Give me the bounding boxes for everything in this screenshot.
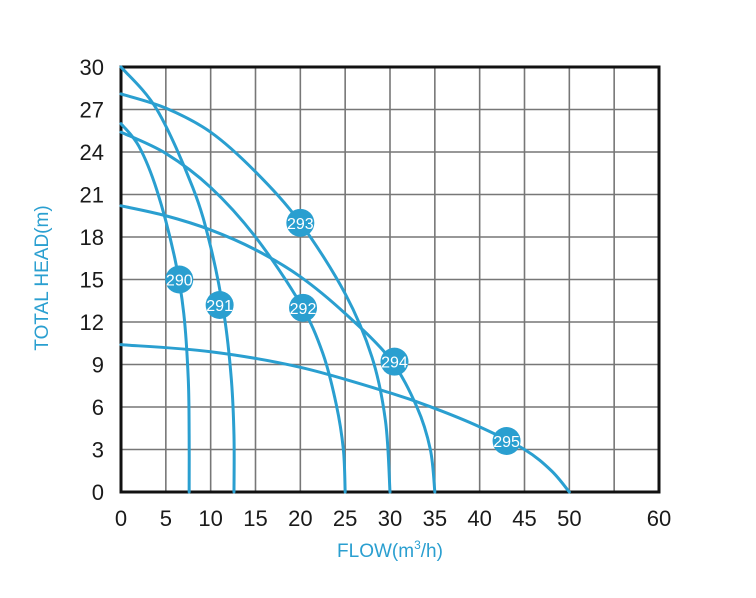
x-tick-label: 20 <box>288 506 312 531</box>
y-tick-label: 3 <box>92 438 104 463</box>
curve-label-291: 291 <box>206 298 233 315</box>
curve-label-295: 295 <box>493 434 520 451</box>
y-tick-label: 27 <box>80 98 104 123</box>
x-tick-label: 30 <box>378 506 402 531</box>
x-tick-label: 5 <box>160 506 172 531</box>
curve-label-badge-291 <box>205 291 234 319</box>
y-tick-label: 6 <box>92 395 104 420</box>
y-tick-label: 15 <box>80 268 104 293</box>
y-tick-label: 12 <box>80 310 104 335</box>
curve-291 <box>119 65 236 494</box>
curve-label-294: 294 <box>381 355 408 372</box>
curve-label-290: 290 <box>166 273 193 290</box>
curve-label-badge-293 <box>286 208 315 237</box>
y-tick-label: 21 <box>80 183 104 208</box>
x-axis-label: FLOW(m3/h) <box>337 538 443 562</box>
curve-labels: 290 291 292 293 294 295 <box>165 208 521 455</box>
curve-label-badge-294 <box>380 347 409 376</box>
grid <box>120 66 660 493</box>
x-tick-label: 60 <box>647 506 671 531</box>
curve-label-badge-290 <box>165 265 194 294</box>
curve-295 <box>119 343 571 494</box>
x-tick-label: 15 <box>243 506 267 531</box>
y-tick-label: 0 <box>92 480 104 505</box>
x-tick-label: 25 <box>333 506 357 531</box>
curve-label-badge-292 <box>289 293 318 322</box>
x-tick-label: 10 <box>198 506 222 531</box>
x-tick-label: 0 <box>115 506 127 531</box>
y-tick-label: 30 <box>80 55 104 80</box>
curve-294 <box>119 204 437 494</box>
x-tick-label: 35 <box>423 506 447 531</box>
x-tick-label: 45 <box>512 506 536 531</box>
x-tick-labels: 0 5 10 15 20 25 30 35 40 45 50 60 <box>115 506 671 531</box>
y-tick-labels: 0 3 6 9 12 15 18 21 24 27 30 <box>80 55 104 505</box>
y-tick-label: 18 <box>80 225 104 250</box>
x-tick-label: 40 <box>467 506 491 531</box>
curve-290 <box>119 122 191 494</box>
curve-label-292: 292 <box>290 301 317 318</box>
x-tick-label: 50 <box>557 506 581 531</box>
y-tick-label: 9 <box>92 353 104 378</box>
y-axis-label: TOTAL HEAD(m) <box>32 205 53 350</box>
y-tick-label: 24 <box>80 140 104 165</box>
curve-label-293: 293 <box>287 216 314 233</box>
curve-label-badge-295 <box>492 427 521 455</box>
